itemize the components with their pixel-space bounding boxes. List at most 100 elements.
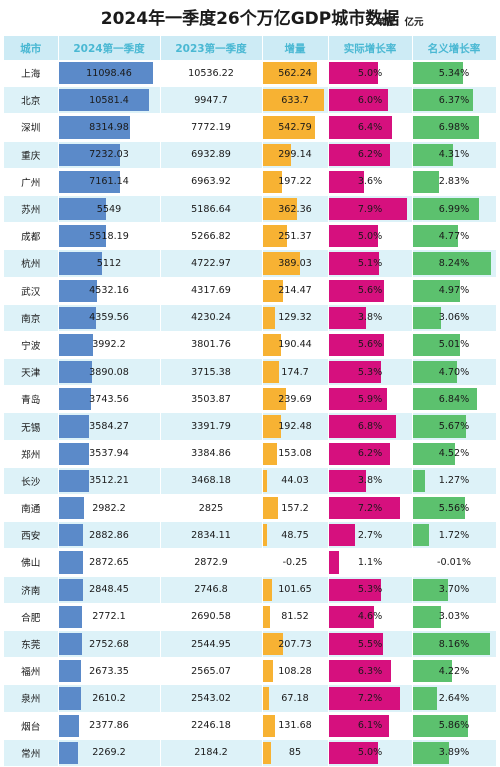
increase-bar <box>262 225 287 248</box>
nominal-growth-value: 6.99% <box>438 203 470 215</box>
nominal-growth-value: 6.98% <box>438 121 470 133</box>
table-body: 上海 11098.46 10536.22 562.24 5.0% 5.34% 北京 10581… <box>4 60 497 767</box>
real-growth-bar <box>328 605 374 628</box>
nominal-growth-cell: 6.99% <box>412 195 497 224</box>
increase-cell: 239.69 <box>262 385 329 414</box>
nominal-growth-value: 1.72% <box>438 529 470 541</box>
gdp-2023-value: 2834.11 <box>160 521 263 550</box>
real-growth-bar <box>328 687 400 710</box>
real-growth-cell: 6.3% <box>328 657 413 686</box>
increase-bar <box>262 497 278 520</box>
nominal-growth-bar <box>412 306 442 329</box>
table-row: 西安 2882.86 2834.11 48.75 2.7% 1.72% <box>4 521 497 550</box>
city-name: 东莞 <box>4 630 59 659</box>
real-growth-value: 7.2% <box>357 502 383 514</box>
nominal-growth-value: 6.37% <box>438 94 470 106</box>
real-growth-value: 5.1% <box>357 257 383 269</box>
gdp-2024-bar <box>58 252 103 275</box>
nominal-growth-value: 3.03% <box>438 611 470 623</box>
real-growth-bar <box>328 714 389 737</box>
gdp-2024-value: 2377.86 <box>89 720 129 732</box>
increase-bar <box>262 469 267 492</box>
real-growth-cell: 6.2% <box>328 440 413 468</box>
real-growth-value: 3.6% <box>357 176 383 188</box>
increase-bar <box>262 116 315 139</box>
city-name: 长沙 <box>4 467 59 496</box>
nominal-growth-bar <box>412 497 466 520</box>
gdp-2024-cell: 5518.19 <box>58 222 161 251</box>
gdp-2024-value: 2848.45 <box>89 584 129 596</box>
gdp-2024-value: 8314.98 <box>89 121 129 133</box>
increase-value: 251.37 <box>278 230 312 242</box>
increase-cell: 131.68 <box>262 712 329 740</box>
real-growth-value: 5.5% <box>357 638 383 650</box>
real-growth-bar <box>328 89 388 112</box>
gdp-2024-value: 3743.56 <box>89 393 129 405</box>
gdp-2023-value: 4722.97 <box>160 249 263 278</box>
real-growth-bar <box>328 551 340 574</box>
city-name: 泉州 <box>4 684 59 713</box>
city-name: 宁波 <box>4 331 59 360</box>
table-row: 郑州 3537.94 3384.86 153.08 6.2% 4.52% <box>4 440 497 468</box>
real-growth-cell: 7.9% <box>328 195 413 224</box>
gdp-2024-value: 2752.68 <box>89 638 129 650</box>
gdp-2024-bar <box>58 578 83 601</box>
table-row: 长沙 3512.21 3468.18 44.03 3.8% 1.27% <box>4 467 497 496</box>
increase-value: 633.7 <box>281 94 309 106</box>
city-name: 常州 <box>4 739 59 767</box>
increase-value: 207.73 <box>278 638 312 650</box>
increase-value: 157.2 <box>281 502 309 514</box>
gdp-2024-cell: 2872.65 <box>58 548 161 577</box>
increase-cell: 108.28 <box>262 657 329 686</box>
city-name: 福州 <box>4 657 59 686</box>
increase-value: 44.03 <box>281 475 309 487</box>
nominal-growth-bar <box>412 524 429 547</box>
increase-bar <box>262 660 273 683</box>
gdp-2024-value: 3890.08 <box>89 366 129 378</box>
increase-bar <box>262 170 282 193</box>
increase-cell: 214.47 <box>262 277 329 305</box>
gdp-2023-value: 3384.86 <box>160 440 263 468</box>
gdp-2024-bar <box>58 388 91 411</box>
nominal-growth-cell: 3.03% <box>412 603 497 631</box>
gdp-2024-bar <box>58 361 92 384</box>
increase-bar <box>262 605 271 628</box>
increase-value: 129.32 <box>278 312 312 324</box>
increase-value: 214.47 <box>278 285 312 297</box>
real-growth-bar <box>328 361 381 384</box>
increase-cell: 157.2 <box>262 494 329 523</box>
gdp-2024-bar <box>58 469 89 492</box>
nominal-growth-bar <box>412 143 454 166</box>
nominal-growth-value: 5.67% <box>438 421 470 433</box>
nominal-growth-bar <box>412 687 438 710</box>
nominal-growth-cell: 1.72% <box>412 521 497 550</box>
gdp-2023-value: 2565.07 <box>160 657 263 686</box>
city-name: 上海 <box>4 60 59 88</box>
increase-value: 239.69 <box>278 393 312 405</box>
real-growth-cell: 6.4% <box>328 113 413 142</box>
gdp-2024-value: 3512.21 <box>89 475 129 487</box>
real-growth-value: 1.1% <box>357 556 383 568</box>
gdp-2023-value: 3801.76 <box>160 331 263 360</box>
nominal-growth-bar <box>412 89 473 112</box>
increase-bar <box>262 252 300 275</box>
real-growth-bar <box>328 388 387 411</box>
real-growth-value: 5.3% <box>357 584 383 596</box>
nominal-growth-cell: 3.06% <box>412 304 497 332</box>
increase-cell: 362.36 <box>262 195 329 224</box>
increase-value: 81.52 <box>281 611 309 623</box>
nominal-growth-value: 5.01% <box>438 339 470 351</box>
gdp-2024-cell: 3992.2 <box>58 331 161 360</box>
real-growth-cell: 6.0% <box>328 86 413 115</box>
real-growth-value: 2.7% <box>357 529 383 541</box>
nominal-growth-cell: 6.37% <box>412 86 497 115</box>
increase-bar <box>262 714 276 737</box>
table-row: 东莞 2752.68 2544.95 207.73 5.5% 8.16% <box>4 630 497 659</box>
real-growth-value: 6.8% <box>357 421 383 433</box>
increase-cell: 174.7 <box>262 358 329 387</box>
table-row: 常州 2269.2 2184.2 85 5.0% 3.89% <box>4 739 497 767</box>
increase-cell: 562.24 <box>262 60 329 88</box>
gdp-2024-value: 4532.16 <box>89 285 129 297</box>
gdp-2024-bar <box>58 333 93 357</box>
real-growth-bar <box>328 660 391 683</box>
